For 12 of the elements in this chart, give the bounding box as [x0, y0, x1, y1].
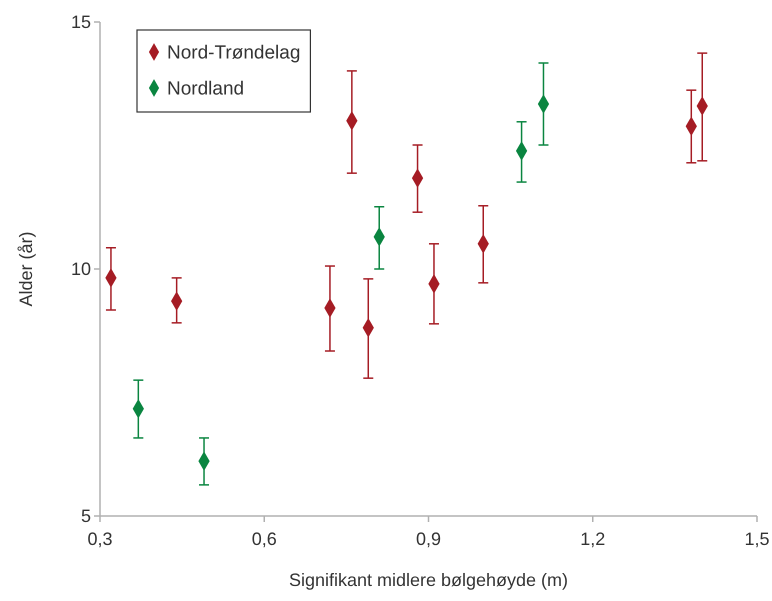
x-tick-label: 0,6 [252, 528, 277, 549]
x-axis-title: Signifikant midlere bølgehøyde (m) [288, 570, 568, 590]
x-tick-label: 1,5 [744, 528, 770, 549]
legend-label: Nord-Trøndelag [167, 42, 300, 64]
legend-label: Nordland [167, 78, 244, 100]
x-tick-label: 0,9 [416, 528, 442, 549]
y-tick-label: 15 [70, 12, 91, 32]
y-tick-label: 5 [80, 506, 91, 526]
y-tick-label: 10 [70, 258, 91, 279]
y-axis-title: Alder (år) [16, 231, 36, 307]
x-tick-label: 0,3 [87, 528, 113, 549]
x-tick-label: 1,2 [580, 528, 606, 549]
